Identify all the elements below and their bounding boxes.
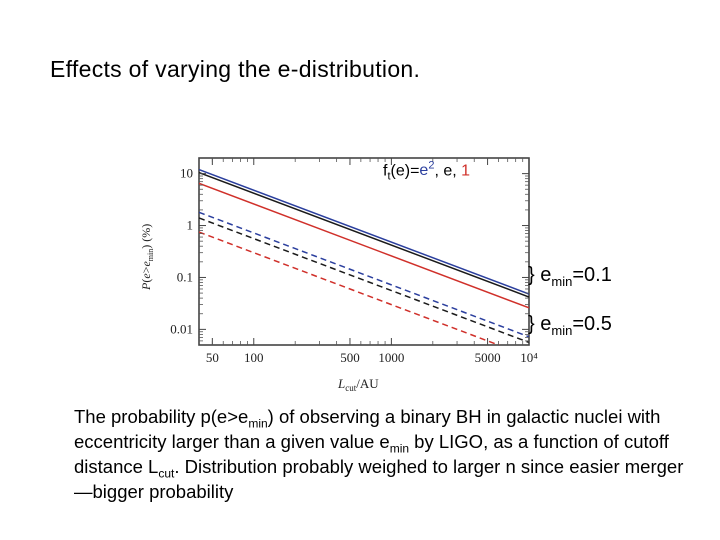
y-axis-label: P(e>emin) (%) bbox=[139, 224, 155, 291]
legend-prefix: f bbox=[383, 162, 388, 180]
legend-function-label: ft(e)=e2, e, 1 bbox=[383, 160, 470, 183]
emin-brace: } bbox=[528, 264, 535, 286]
x-label-sub: cut bbox=[345, 383, 356, 393]
caption-part-1: The probability p(e>e bbox=[74, 406, 249, 427]
series-line-red-solid bbox=[199, 182, 529, 309]
emin-brace: } bbox=[528, 313, 535, 335]
legend-sep-1: , bbox=[434, 162, 444, 180]
emin-sub: min bbox=[551, 323, 573, 338]
caption-sub-3: cut bbox=[158, 466, 175, 481]
x-axis-label: Lcut/AU bbox=[337, 376, 379, 393]
x-tick-label: 1000 bbox=[378, 350, 404, 365]
legend-red-entry: 1 bbox=[461, 162, 471, 180]
emin-sub: min bbox=[551, 274, 573, 289]
y-tick-label: 0.01 bbox=[170, 321, 193, 336]
caption-sub-1: min bbox=[248, 416, 268, 431]
caption: The probability p(e>emin) of observing a… bbox=[74, 404, 694, 504]
x-tick-label: 5000 bbox=[475, 350, 501, 365]
legend-blue-base: e bbox=[419, 162, 429, 180]
y-label-e2: e bbox=[139, 261, 153, 267]
series-layer bbox=[199, 168, 529, 345]
y-label-sub: min bbox=[146, 249, 155, 261]
legend-prefix-sub: t bbox=[387, 170, 391, 183]
y-label-p: P bbox=[139, 282, 153, 291]
y-tick-label: 1 bbox=[187, 218, 194, 233]
x-tick-label: 50 bbox=[206, 350, 219, 365]
series-line-black-solid bbox=[199, 171, 529, 298]
series-line-black-dashed bbox=[199, 217, 529, 344]
y-label-close: ) bbox=[139, 245, 153, 249]
y-tick-label: 10 bbox=[180, 166, 193, 181]
x-tick-label: 100 bbox=[244, 350, 264, 365]
legend-blue-sup: 2 bbox=[428, 160, 435, 172]
slide-title: Effects of varying the e-distribution. bbox=[50, 56, 421, 82]
legend-black-entry: e bbox=[443, 162, 453, 180]
legend-middle: (e)= bbox=[390, 162, 420, 180]
caption-part-3: by LIGO, as a function of cutoff distanc… bbox=[74, 431, 669, 477]
x-label-rest: /AU bbox=[356, 376, 379, 391]
y-label-e: e bbox=[139, 273, 153, 279]
series-line-red-dashed bbox=[199, 231, 501, 345]
x-label-base: L bbox=[337, 376, 345, 391]
y-label-unit: (%) bbox=[139, 224, 153, 245]
y-label-gt: > bbox=[139, 266, 153, 273]
x-tick-label: 500 bbox=[340, 350, 360, 365]
tick-layer: 50 100 500 1000 5000 10⁴ 10 1 0.1 0.01 bbox=[170, 158, 538, 365]
legend-blue-entry: e2 bbox=[419, 160, 435, 180]
x-tick-label: 10⁴ bbox=[520, 350, 538, 365]
emin-value: =0.5 bbox=[572, 313, 612, 335]
emin-text: e bbox=[534, 313, 552, 335]
caption-sub-2: min bbox=[389, 441, 410, 456]
emin-label-dashed: } emin=0.5 bbox=[528, 313, 612, 338]
emin-value: =0.1 bbox=[572, 264, 612, 286]
emin-text: e bbox=[534, 264, 552, 286]
caption-part-2: ) of observing a binary BH in galactic n… bbox=[74, 406, 661, 452]
series-line-blue-solid bbox=[199, 168, 529, 295]
plot-frame bbox=[198, 157, 530, 346]
legend-sep-2: , bbox=[452, 162, 462, 180]
caption-part-4: . Distribution probably weighed to large… bbox=[74, 456, 684, 502]
series-line-blue-dashed bbox=[199, 211, 529, 338]
y-label-open: ( bbox=[139, 279, 153, 283]
emin-label-solid: } emin=0.1 bbox=[528, 264, 612, 289]
y-tick-label: 0.1 bbox=[177, 269, 193, 284]
